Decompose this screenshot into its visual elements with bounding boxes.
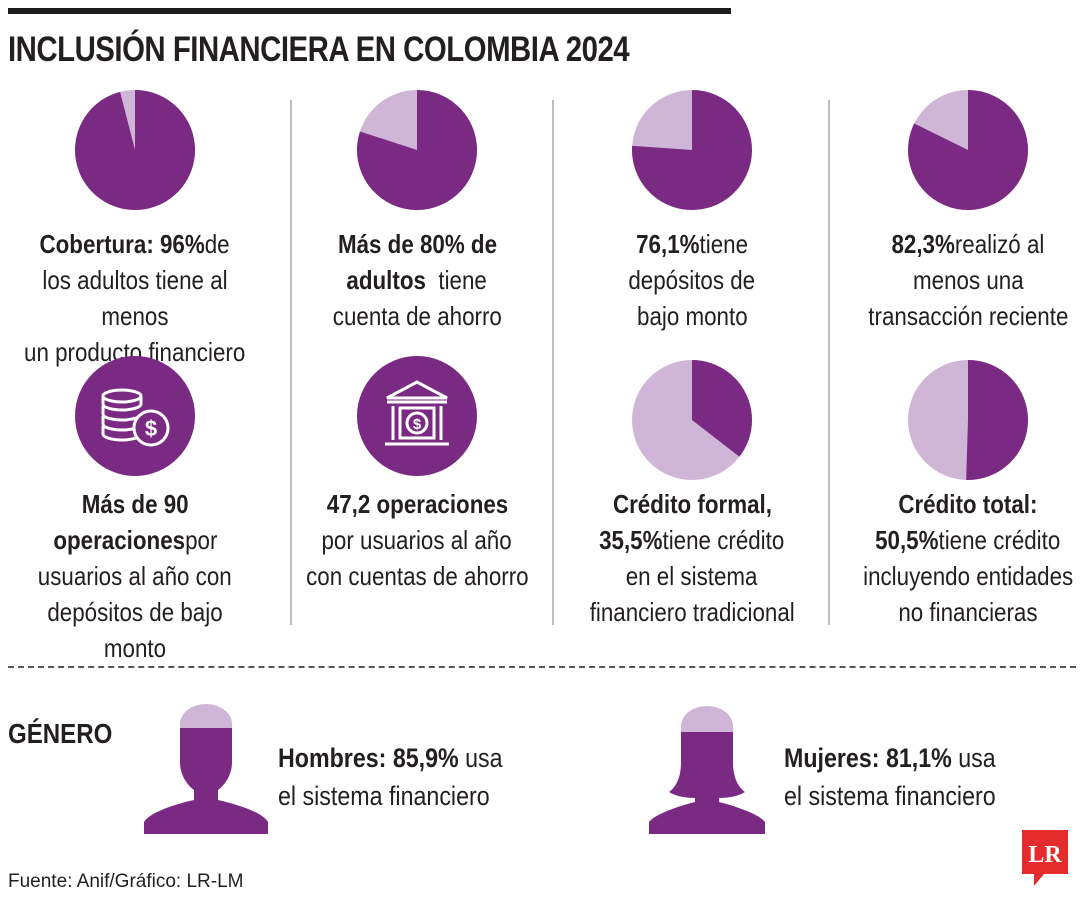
source-note: Fuente: Anif/Gráfico: LR-LM — [8, 871, 244, 892]
caption-text: cuenta de ahorro — [332, 301, 502, 331]
gender-text: usa — [458, 743, 503, 773]
pie-slice-value — [692, 360, 752, 457]
pie-credito-total — [908, 360, 1028, 480]
pie-slice-value — [357, 90, 477, 210]
caption-text: menos una — [912, 265, 1024, 295]
pie-credito-formal — [632, 360, 752, 480]
highlight: adultos — [346, 265, 427, 295]
woman-silhouette-icon — [649, 706, 765, 834]
pie-slice-value — [632, 90, 752, 210]
column-divider — [290, 100, 292, 625]
highlight: Hombres: 85,9% — [278, 743, 459, 773]
caption-text: depósitos de bajo monto — [47, 597, 223, 663]
highlight: Cobertura: 96% — [39, 229, 206, 259]
caption-text: por — [184, 525, 218, 555]
caption-text: en el sistema — [626, 561, 758, 591]
caption-cobertura: Cobertura: 96% de los adultos tiene al m… — [0, 226, 270, 370]
svg-text:$: $ — [413, 416, 422, 433]
caption-text: con cuentas de ahorro — [305, 561, 529, 591]
highlight: Crédito total: — [898, 489, 1038, 519]
gender-text: el sistema financiero — [278, 781, 490, 811]
caption-transaccion: 82,3% realizó al menos una transacción r… — [833, 226, 1080, 334]
highlight: 76,1% — [636, 229, 700, 259]
men-stat: Hombres: 85,9% usa el sistema financiero — [278, 739, 503, 815]
pie-depositos — [632, 90, 752, 210]
highlight: Más de 80% de — [337, 229, 497, 259]
highlight: 50,5% — [875, 525, 939, 555]
caption-text: bajo monto — [636, 301, 748, 331]
svg-text:$: $ — [145, 416, 157, 441]
caption-text: incluyendo entidades — [862, 561, 1074, 591]
caption-credito-formal: Crédito formal, 35,5% tiene crédito en e… — [557, 486, 827, 630]
coins-dollar-icon: $ — [75, 356, 195, 476]
caption-text: tiene crédito — [662, 525, 785, 555]
caption-text: tiene crédito — [938, 525, 1061, 555]
gender-text: el sistema financiero — [784, 781, 996, 811]
caption-text: realizó al — [954, 229, 1045, 259]
column-divider — [552, 100, 554, 625]
lr-logo: LR — [1022, 830, 1068, 886]
gender-text: usa — [951, 743, 996, 773]
pie-slice-value — [908, 90, 1028, 210]
pie-slice-value — [75, 90, 195, 210]
pie-transaccion — [908, 90, 1028, 210]
pie-ahorro — [357, 90, 477, 210]
caption-text: tiene — [699, 229, 748, 259]
highlight: Mujeres: 81,1% — [784, 743, 952, 773]
highlight: Más de 90 — [81, 489, 189, 519]
pie-cobertura — [75, 90, 195, 210]
caption-operaciones-ahorro: 47,2 operaciones por usuarios al año con… — [282, 486, 552, 594]
column-divider — [828, 100, 830, 625]
caption-text: usuarios al año con — [38, 561, 232, 591]
pie-slice-value — [966, 360, 1028, 480]
highlight: 47,2 operaciones — [326, 489, 508, 519]
women-stat: Mujeres: 81,1% usa el sistema financiero — [784, 739, 996, 815]
caption-text: financiero tradicional — [589, 597, 795, 627]
caption-text: los adultos tiene al menos — [42, 265, 228, 331]
page-title: INCLUSIÓN FINANCIERA EN COLOMBIA 2024 — [8, 30, 630, 69]
caption-text: no financieras — [898, 597, 1038, 627]
caption-ahorro: Más de 80% de adultos tiene cuenta de ah… — [282, 226, 552, 334]
bank-dollar-icon: $ — [357, 356, 477, 476]
caption-operaciones-bajo-monto: Más de 90 operaciones por usuarios al añ… — [0, 486, 270, 666]
caption-text: por usuarios al año — [321, 525, 513, 555]
highlight: 35,5% — [599, 525, 663, 555]
man-silhouette-icon — [144, 704, 268, 834]
highlight: operaciones — [52, 525, 185, 555]
logo-text: LR — [1028, 842, 1062, 868]
caption-depositos: 76,1% tiene depósitos de bajo monto — [557, 226, 827, 334]
caption-text: transacción reciente — [867, 301, 1069, 331]
top-rule — [8, 8, 731, 14]
gender-section-title: GÉNERO — [8, 718, 113, 749]
caption-text: depósitos de — [628, 265, 756, 295]
highlight: Crédito formal, — [612, 489, 772, 519]
caption-text: tiene — [426, 265, 488, 295]
section-divider — [8, 666, 1076, 668]
caption-text: de — [205, 229, 231, 259]
highlight: 82,3% — [891, 229, 955, 259]
caption-credito-total: Crédito total: 50,5% tiene crédito inclu… — [833, 486, 1080, 630]
